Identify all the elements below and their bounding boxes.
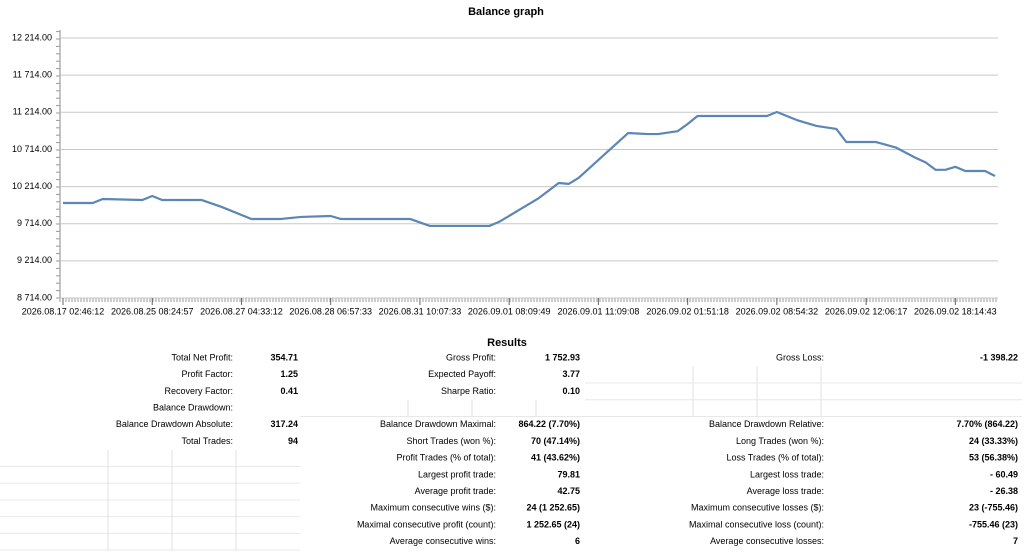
x-tick-label: 2026.09.02 18:14:43: [914, 306, 997, 316]
result-label: Recovery Factor:: [164, 386, 233, 396]
result-label: Expected Payoff:: [428, 369, 496, 379]
result-value: 70 (47.14%): [531, 436, 580, 446]
y-tick-label: 10 714.00: [12, 144, 52, 154]
y-tick-label: 9 214.00: [17, 255, 52, 265]
result-value: 7.70% (864.22): [956, 419, 1018, 429]
result-value: 0.10: [562, 386, 580, 396]
x-tick-label: 2026.08.25 08:24:57: [111, 306, 194, 316]
result-label: Average consecutive losses:: [710, 536, 824, 546]
result-value: 41 (43.62%): [531, 453, 580, 463]
result-label: Total Net Profit:: [171, 352, 233, 362]
result-value: 7: [1013, 536, 1018, 546]
result-label: Long Trades (won %):: [736, 436, 824, 446]
x-tick-label: 2026.08.17 02:46:12: [22, 306, 105, 316]
result-value: 24 (33.33%): [969, 436, 1018, 446]
result-label: Maximum consecutive wins ($):: [370, 503, 496, 513]
x-tick-label: 2026.09.01 11:09:08: [557, 306, 639, 316]
result-label: Profit Factor:: [181, 369, 233, 379]
result-label: Balance Drawdown Maximal:: [380, 419, 496, 429]
x-tick-label: 2026.09.01 08:09:49: [468, 306, 551, 316]
result-value: 1.25: [280, 369, 298, 379]
result-label: Maximum consecutive losses ($):: [691, 503, 824, 513]
result-label: Average profit trade:: [415, 486, 496, 496]
result-label: Largest profit trade:: [418, 469, 496, 479]
result-value: 3.77: [562, 369, 580, 379]
chart-title: Balance graph: [468, 6, 544, 18]
x-tick-label: 2026.08.27 04:33:12: [200, 306, 283, 316]
result-label: Maximal consecutive profit (count):: [357, 519, 496, 529]
result-label: Profit Trades (% of total):: [396, 453, 496, 463]
result-label: Sharpe Ratio:: [441, 386, 496, 396]
result-label: Short Trades (won %):: [406, 436, 496, 446]
y-tick-label: 9 714.00: [17, 218, 52, 228]
result-label: Balance Drawdown:: [153, 402, 233, 412]
result-value: 94: [288, 436, 298, 446]
result-value: 354.71: [270, 352, 298, 362]
result-value: 1 752.93: [545, 352, 580, 362]
result-value: 6: [575, 536, 580, 546]
y-tick-label: 12 214.00: [12, 32, 52, 42]
result-label: Gross Loss:: [776, 352, 824, 362]
result-label: Gross Profit:: [446, 352, 496, 362]
result-label: Average consecutive wins:: [390, 536, 496, 546]
result-value: -755.46 (23): [969, 519, 1018, 529]
balance-line: [63, 110, 996, 228]
x-tick-label: 2026.09.02 01:51:18: [646, 306, 729, 316]
result-value: 24 (1 252.65): [526, 503, 580, 513]
result-value: -1 398.22: [980, 352, 1018, 362]
result-value: - 26.38: [990, 486, 1018, 496]
result-label: Balance Drawdown Relative:: [709, 419, 824, 429]
y-tick-label: 8 714.00: [17, 292, 52, 302]
result-value: 0.41: [280, 386, 298, 396]
result-value: - 60.49: [990, 469, 1018, 479]
result-label: Largest loss trade:: [750, 469, 824, 479]
y-tick-label: 11 214.00: [13, 107, 52, 117]
x-tick-label: 2026.08.31 10:07:33: [379, 306, 462, 316]
result-value: 42.75: [557, 486, 580, 496]
result-value: 864.22 (7.70%): [518, 419, 580, 429]
result-value: 53 (56.38%): [969, 453, 1018, 463]
result-value: 23 (-755.46): [969, 503, 1018, 513]
results-title: Results: [487, 337, 527, 349]
result-label: Maximal consecutive loss (count):: [689, 519, 824, 529]
result-value: 79.81: [557, 469, 580, 479]
y-tick-label: 11 714.00: [13, 70, 52, 80]
x-tick-label: 2026.08.28 06:57:33: [289, 306, 372, 316]
x-tick-label: 2026.09.02 12:06:17: [825, 306, 908, 316]
result-value: 1 252.65 (24): [526, 519, 580, 529]
result-label: Total Trades:: [181, 436, 233, 446]
y-tick-label: 10 214.00: [12, 181, 52, 191]
result-label: Loss Trades (% of total):: [726, 453, 824, 463]
result-label: Balance Drawdown Absolute:: [116, 419, 233, 429]
x-tick-label: 2026.09.02 08:54:32: [736, 306, 819, 316]
result-label: Average loss trade:: [747, 486, 824, 496]
result-value: 317.24: [270, 419, 298, 429]
